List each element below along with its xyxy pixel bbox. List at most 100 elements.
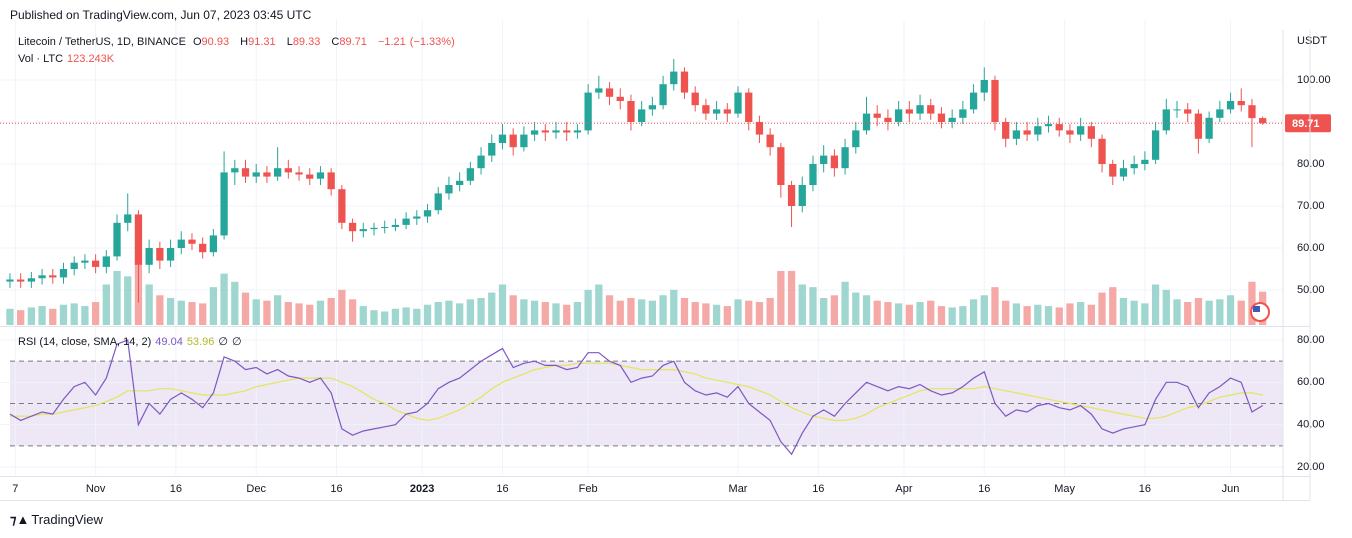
candle-body	[188, 239, 196, 244]
volume-bar	[659, 295, 667, 325]
candle-body	[1077, 126, 1085, 135]
volume-bar	[209, 287, 218, 325]
volume-bar	[381, 311, 389, 325]
volume-bar	[648, 300, 657, 325]
symbol: Litecoin / TetherUS, 1D, BINANCE	[18, 36, 186, 48]
candle-body	[124, 214, 132, 223]
volume-bar	[980, 295, 988, 325]
candle-body	[1034, 126, 1042, 135]
change-pct: (−1.33%)	[409, 36, 455, 48]
candle-body	[1162, 109, 1170, 131]
x-tick-label: Mar	[729, 483, 748, 495]
y-tick-label: 60.00	[1297, 376, 1325, 388]
volume-bar	[702, 303, 710, 325]
candle-body	[445, 184, 453, 194]
x-tick-label: Feb	[579, 483, 598, 495]
candle-body	[1237, 100, 1245, 106]
rsi-extra: ∅	[231, 336, 242, 348]
volume-bar	[1130, 300, 1138, 325]
volume-bar	[862, 295, 871, 325]
candle-body	[402, 218, 410, 225]
volume-bar	[680, 297, 689, 325]
volume-bar	[627, 297, 635, 325]
candle-body	[530, 130, 539, 135]
volume-bar	[124, 276, 132, 325]
candle-body	[316, 172, 325, 179]
legend-key: C	[331, 36, 340, 48]
volume-bar	[402, 307, 410, 325]
x-tick-label: Jun	[1222, 483, 1240, 495]
volume-bar	[466, 299, 474, 325]
y-axis-label: USDT	[1297, 35, 1327, 47]
volume-bar	[38, 306, 46, 325]
volume-bar	[927, 300, 935, 325]
candle-body	[466, 168, 474, 181]
candle-body	[199, 243, 207, 253]
volume-bar	[830, 295, 839, 325]
y-tick-label: 60.00	[1297, 242, 1325, 254]
candle-body	[456, 180, 464, 185]
volume-bar	[873, 300, 881, 325]
candle-body	[573, 130, 582, 133]
candle-body	[102, 256, 110, 267]
candle-body	[605, 88, 614, 97]
last-price-label: 89.71	[1292, 118, 1320, 130]
candle-body	[38, 275, 46, 279]
candle-body	[231, 168, 239, 173]
y-tick-label: 40.00	[1297, 419, 1325, 431]
candle-body	[1194, 113, 1203, 139]
volume-bar	[1023, 306, 1031, 325]
candle-body	[338, 189, 346, 223]
rsi-name: RSI (14, close, SMA, 14, 2)	[18, 336, 152, 348]
volume-bar	[477, 297, 485, 325]
volume-bar	[434, 302, 442, 325]
volume-bar	[316, 300, 325, 325]
candle-body	[1205, 117, 1213, 139]
volume-bar	[220, 273, 228, 325]
volume-bar	[81, 306, 89, 325]
x-tick-label: 2023	[410, 483, 434, 495]
volume-bar	[145, 284, 153, 325]
candle-body	[916, 105, 924, 114]
candle-body	[1130, 163, 1138, 169]
legend-value: 89.71	[339, 36, 367, 48]
volume-bar	[423, 304, 432, 325]
candle-body	[413, 216, 421, 219]
candle-body	[541, 130, 549, 133]
volume-bar	[616, 300, 624, 325]
candle-body	[284, 168, 292, 173]
candle-body	[6, 279, 14, 282]
candle-body	[209, 235, 218, 253]
candle-body	[306, 174, 314, 179]
candle-body	[359, 229, 367, 232]
volume-bar	[1162, 289, 1170, 325]
volume-bar	[937, 306, 946, 325]
candle-body	[1012, 130, 1021, 139]
volume-bar	[1194, 297, 1203, 325]
volume-bar	[787, 270, 796, 325]
volume-bar	[1184, 302, 1192, 325]
volume-bar	[638, 299, 646, 325]
candle-body	[1055, 124, 1063, 131]
candle-body	[81, 260, 89, 263]
volume-bar	[809, 287, 817, 325]
volume-bar	[1151, 284, 1160, 325]
candle-body	[423, 210, 432, 217]
candle-body	[17, 279, 25, 282]
volume-bar	[584, 289, 592, 325]
published: Published on TradingView.com, Jun 07, 20…	[10, 8, 312, 22]
volume-bar	[327, 297, 335, 325]
change: −1.21	[377, 36, 406, 48]
volume-bar	[745, 300, 753, 325]
volume-bar	[959, 306, 967, 325]
volume-bar	[498, 284, 507, 325]
volume-bar	[573, 302, 582, 325]
volume-bar	[1034, 304, 1042, 325]
y-tick-label: 50.00	[1297, 284, 1325, 296]
volume-bar	[766, 297, 774, 325]
x-tick-label: 16	[1139, 483, 1151, 495]
candle-body	[755, 121, 764, 135]
volume-bar	[338, 289, 346, 325]
volume-bar	[723, 306, 731, 325]
candle-body	[1216, 109, 1224, 118]
